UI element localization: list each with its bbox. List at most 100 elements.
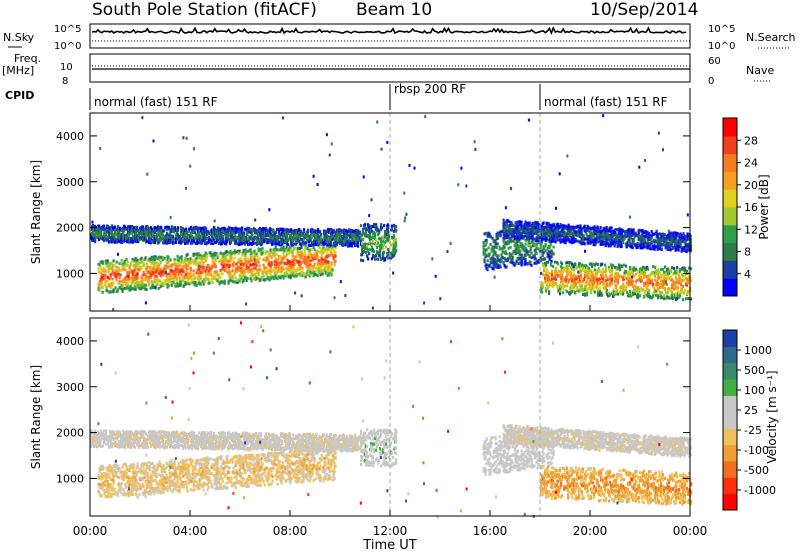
station-title: South Pole Station (fitACF)	[92, 0, 317, 20]
data-cell	[300, 261, 303, 265]
data-cell	[117, 266, 120, 270]
data-cell	[503, 245, 506, 249]
data-cell	[543, 269, 546, 273]
data-cell	[635, 272, 638, 276]
data-cell	[216, 256, 219, 260]
data-cell	[176, 254, 179, 258]
data-cell	[229, 278, 232, 282]
data-cell	[144, 273, 147, 277]
data-cell	[312, 272, 315, 276]
data-cell	[130, 281, 133, 285]
data-cell	[165, 272, 168, 276]
data-cell	[291, 251, 294, 255]
data-cell	[213, 262, 216, 266]
data-cell	[624, 274, 627, 278]
data-cell	[100, 232, 103, 236]
data-cell	[241, 242, 244, 246]
data-cell	[147, 281, 150, 285]
data-cell	[632, 279, 635, 283]
data-cell	[387, 229, 390, 233]
data-cell	[652, 265, 655, 268]
data-cell	[334, 254, 337, 258]
data-cell	[114, 240, 117, 244]
data-cell	[518, 253, 521, 257]
data-cell	[355, 236, 358, 240]
data-cell	[147, 226, 150, 229]
data-cell	[154, 261, 157, 265]
data-cell	[216, 254, 219, 258]
data-cell	[101, 285, 104, 289]
data-cell	[588, 269, 591, 273]
data-cell	[183, 264, 186, 268]
data-cell	[98, 280, 101, 284]
data-cell	[106, 259, 109, 263]
data-cell	[103, 238, 106, 242]
data-cell	[167, 280, 170, 284]
data-cell	[308, 248, 311, 252]
data-cell	[282, 276, 285, 280]
data-cell	[262, 270, 265, 274]
data-cell	[144, 256, 147, 260]
data-cell	[98, 226, 101, 230]
data-cell	[315, 243, 318, 247]
data-cell	[141, 281, 144, 285]
data-cell	[282, 275, 285, 278]
data-cell	[215, 251, 218, 255]
data-cell	[210, 274, 213, 277]
data-cell	[140, 267, 143, 270]
data-cell	[179, 235, 182, 238]
data-cell	[369, 248, 372, 252]
data-cell	[331, 268, 334, 272]
data-cell	[244, 260, 247, 264]
data-cell	[482, 244, 485, 248]
data-cell	[548, 290, 551, 294]
data-cell	[213, 257, 216, 260]
data-cell	[199, 271, 202, 274]
data-cell	[489, 235, 492, 239]
data-cell	[611, 282, 614, 286]
data-cell	[654, 265, 657, 269]
data-cell	[111, 233, 114, 236]
data-cell	[229, 259, 232, 262]
data-cell	[205, 272, 208, 276]
data-cell	[311, 269, 314, 273]
data-cell	[263, 227, 266, 231]
data-cell	[141, 229, 144, 233]
data-cell	[261, 272, 264, 275]
data-cell	[379, 245, 382, 249]
data-cell	[520, 260, 523, 264]
data-cell	[247, 270, 250, 274]
data-cell	[113, 234, 116, 238]
data-cell	[377, 257, 380, 261]
data-cell	[298, 267, 301, 271]
data-cell	[273, 251, 276, 255]
data-cell	[219, 259, 222, 263]
data-cell	[361, 233, 364, 237]
data-cell	[257, 271, 260, 275]
data-cell	[243, 271, 246, 275]
data-cell	[90, 234, 93, 238]
data-cell	[333, 263, 336, 266]
data-cell	[115, 233, 118, 237]
data-cell	[224, 254, 227, 258]
data-cell	[305, 259, 308, 263]
data-cell	[189, 271, 192, 275]
data-cell	[533, 254, 536, 258]
data-cell	[493, 260, 496, 264]
data-cell	[599, 269, 602, 273]
data-cell	[306, 273, 309, 277]
data-cell	[166, 228, 169, 232]
data-cell	[184, 232, 187, 236]
data-cell	[318, 267, 321, 271]
data-cell	[387, 226, 390, 230]
data-cell	[246, 276, 249, 280]
data-cell	[253, 252, 256, 256]
data-cell	[123, 229, 126, 233]
data-cell	[625, 288, 628, 291]
data-cell	[275, 253, 278, 256]
data-cell	[501, 250, 504, 254]
data-cell	[345, 234, 348, 238]
data-cell	[276, 248, 279, 252]
data-cell	[353, 237, 356, 240]
data-cell	[227, 266, 230, 270]
